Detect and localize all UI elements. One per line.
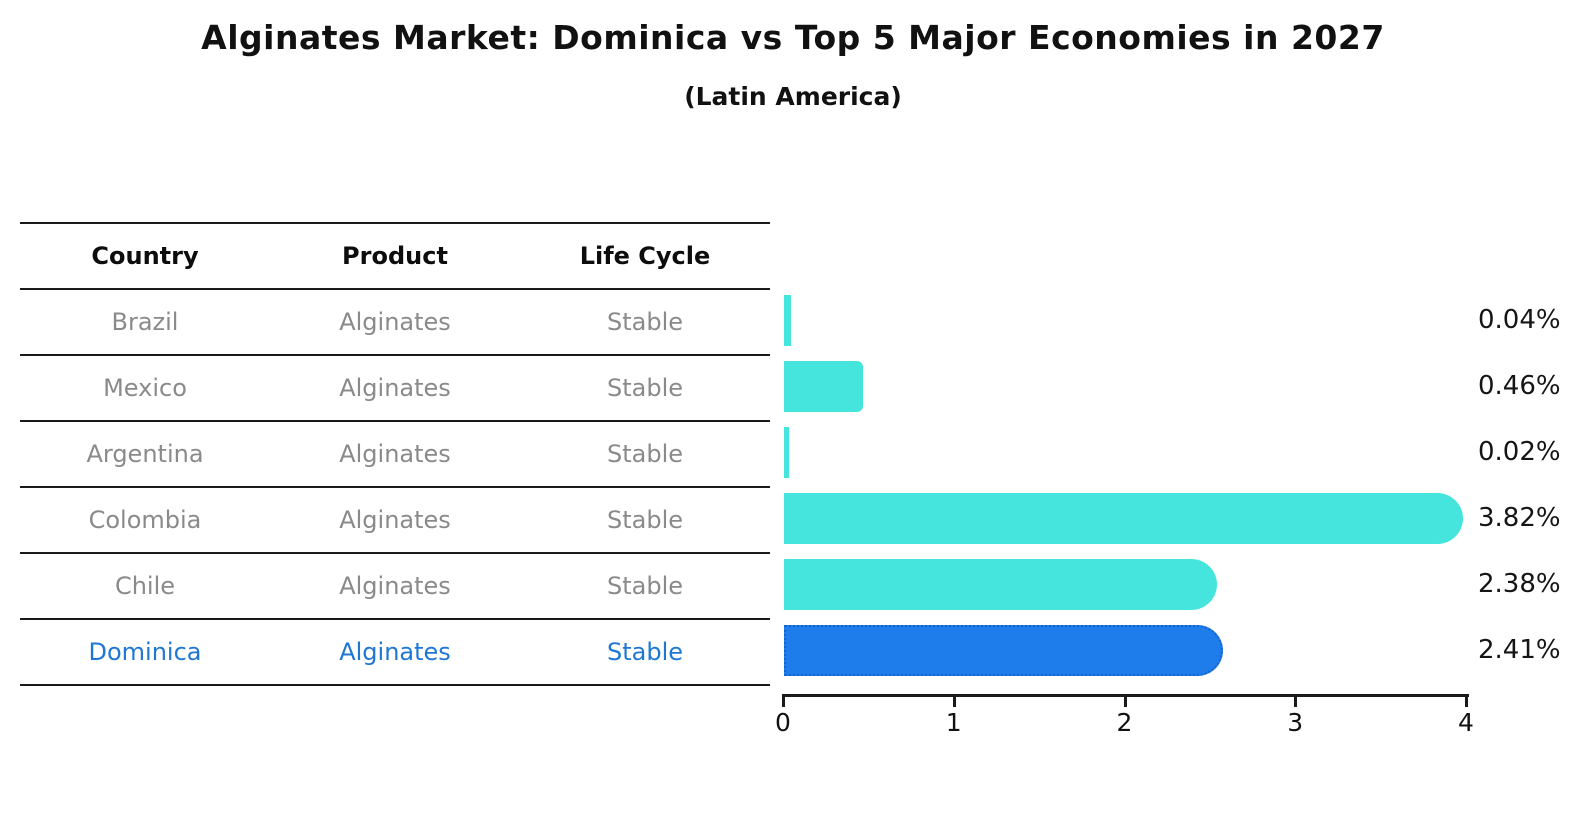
cell-product: Alginates	[339, 374, 451, 402]
cell-life-cycle: Stable	[606, 572, 684, 600]
cell-country: Argentina	[86, 440, 204, 468]
cell-country: Brazil	[111, 308, 179, 336]
table-row-dominica: Dominica Alginates Stable	[20, 620, 770, 686]
x-axis-tick-2	[1123, 694, 1127, 707]
value-label-mexico: 0.46%	[1478, 371, 1561, 401]
cell-product: Alginates	[339, 308, 451, 336]
column-header-life-cycle: Life Cycle	[579, 242, 711, 270]
bar-colombia	[784, 493, 1464, 544]
bar-dominica	[784, 625, 1223, 676]
x-axis-tick-0	[782, 694, 785, 707]
bar-mexico	[784, 361, 863, 412]
cell-product: Alginates	[339, 572, 451, 600]
column-header-product: Product	[342, 242, 448, 270]
x-axis-tick-1	[952, 694, 956, 707]
table-header-row: Country Product Life Cycle	[20, 224, 770, 290]
x-axis-tick-label-4: 4	[1458, 708, 1474, 737]
column-header-country: Country	[91, 242, 199, 270]
cell-life-cycle: Stable	[606, 440, 684, 468]
cell-life-cycle: Stable	[606, 506, 684, 534]
cell-product: Alginates	[339, 638, 451, 666]
bar-brazil	[784, 295, 791, 346]
x-axis-tick-label-2: 2	[1116, 708, 1133, 737]
bar-argentina	[784, 427, 789, 478]
value-label-argentina: 0.02%	[1478, 437, 1561, 467]
chart-subtitle: (Latin America)	[684, 82, 902, 111]
cell-product: Alginates	[339, 506, 451, 534]
cell-life-cycle: Stable	[606, 374, 684, 402]
table-row-chile: Chile Alginates Stable	[20, 554, 770, 620]
value-label-colombia: 3.82%	[1478, 503, 1561, 533]
table-row-brazil: Brazil Alginates Stable	[20, 290, 770, 356]
cell-country: Mexico	[103, 374, 187, 402]
cell-country: Dominica	[88, 638, 202, 666]
value-label-brazil: 0.04%	[1478, 305, 1561, 335]
x-axis-tick-label-3: 3	[1287, 708, 1304, 737]
cell-life-cycle: Stable	[606, 308, 684, 336]
country-table: Country Product Life Cycle Brazil Alginat…	[20, 222, 770, 686]
table-row-argentina: Argentina Alginates Stable	[20, 422, 770, 488]
cell-life-cycle: Stable	[606, 638, 684, 666]
cell-product: Alginates	[339, 440, 451, 468]
table-row-mexico: Mexico Alginates Stable	[20, 356, 770, 422]
value-label-chile: 2.38%	[1478, 569, 1561, 599]
x-axis-tick-3	[1294, 694, 1298, 707]
table-body: Brazil Alginates Stable Mexico Alginates Stab…	[20, 290, 770, 686]
chart-title: Alginates Market: Dominica vs Top 5 Majo…	[201, 18, 1385, 57]
x-axis-tick-4	[1465, 694, 1468, 707]
table-row-colombia: Colombia Alginates Stable	[20, 488, 770, 554]
cell-country: Colombia	[88, 506, 202, 534]
x-axis-tick-label-0: 0	[775, 708, 791, 737]
x-axis-tick-label-1: 1	[945, 708, 962, 737]
bar-chile	[784, 559, 1218, 610]
cell-country: Chile	[114, 572, 176, 600]
value-label-dominica: 2.41%	[1478, 635, 1561, 665]
